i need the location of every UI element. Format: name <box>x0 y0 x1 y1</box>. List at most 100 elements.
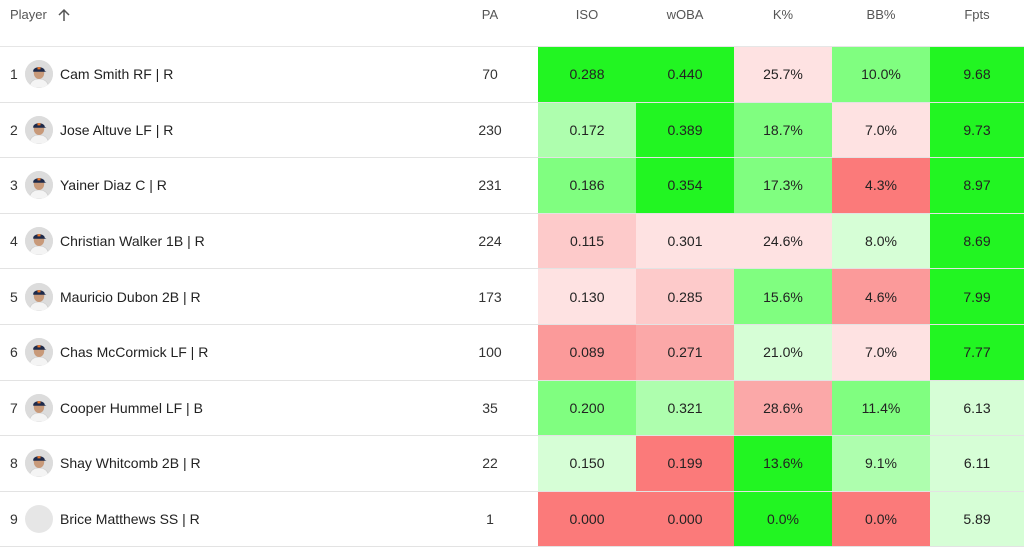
cell-bb-pct: 9.1% <box>832 436 930 491</box>
cell-bb-pct: 8.0% <box>832 213 930 269</box>
column-header-player-label: Player <box>10 7 47 22</box>
arrow-up-icon[interactable] <box>57 8 71 22</box>
table-row[interactable]: 4 Christian Walker 1B | R 224 0.115 0.301 24.… <box>0 213 1024 270</box>
player-headshot-icon <box>25 171 53 200</box>
row-rank: 3 <box>10 177 18 194</box>
cell-fpts: 7.99 <box>930 269 1024 324</box>
cell-fpts: 7.77 <box>930 325 1024 380</box>
cell-iso: 0.130 <box>538 269 636 324</box>
cell-k-pct: 0.0% <box>734 491 832 547</box>
row-rank: 6 <box>10 344 18 361</box>
cell-woba: 0.000 <box>636 491 734 547</box>
cell-pa: 231 <box>478 177 502 194</box>
player-name-link[interactable]: Chas McCormick LF | R <box>60 344 209 361</box>
table-row[interactable]: 9 Brice Matthews SS | R 1 0.000 0.000 0.0% 0.0… <box>0 491 1024 547</box>
player-headshot-icon <box>25 338 53 367</box>
cell-fpts: 9.68 <box>930 47 1024 102</box>
column-header-k-pct[interactable]: K% <box>772 7 794 22</box>
table-header: Player PA ISO wOBA K% BB% Fpts <box>0 0 1024 47</box>
row-rank: 7 <box>10 399 18 416</box>
table-row[interactable]: 6 Chas McCormick LF | R 100 0.089 0.271 21.0%… <box>0 325 1024 381</box>
player-name-link[interactable]: Cooper Hummel LF | B <box>60 399 203 416</box>
column-header-pa[interactable]: PA <box>481 7 499 22</box>
cell-k-pct: 24.6% <box>734 213 832 269</box>
player-headshot-icon <box>25 505 53 534</box>
player-name-link[interactable]: Yainer Diaz C | R <box>60 177 167 194</box>
cell-k-pct: 28.6% <box>734 380 832 436</box>
cell-fpts: 6.11 <box>930 436 1024 491</box>
cell-woba: 0.199 <box>636 436 734 491</box>
cell-pa: 22 <box>482 455 498 472</box>
player-name-link[interactable]: Brice Matthews SS | R <box>60 511 200 528</box>
cell-iso: 0.150 <box>538 436 636 491</box>
player-name-link[interactable]: Christian Walker 1B | R <box>60 233 205 250</box>
cell-iso: 0.186 <box>538 158 636 213</box>
player-headshot-icon <box>25 393 53 422</box>
column-header-iso[interactable]: ISO <box>575 7 599 22</box>
cell-fpts: 9.73 <box>930 102 1024 158</box>
row-rank: 8 <box>10 455 18 472</box>
player-name-link[interactable]: Jose Altuve LF | R <box>60 121 174 138</box>
cell-k-pct: 18.7% <box>734 102 832 158</box>
cell-bb-pct: 11.4% <box>832 380 930 436</box>
cell-k-pct: 21.0% <box>734 325 832 380</box>
cell-iso: 0.200 <box>538 380 636 436</box>
cell-bb-pct: 4.3% <box>832 158 930 213</box>
row-rank: 5 <box>10 288 18 305</box>
cell-fpts: 8.69 <box>930 213 1024 269</box>
player-name-link[interactable]: Shay Whitcomb 2B | R <box>60 455 201 472</box>
cell-bb-pct: 0.0% <box>832 491 930 547</box>
cell-pa: 1 <box>486 511 494 528</box>
table-row[interactable]: 7 Cooper Hummel LF | B 35 0.200 0.321 28.6% 11… <box>0 380 1024 437</box>
cell-woba: 0.271 <box>636 325 734 380</box>
cell-woba: 0.389 <box>636 102 734 158</box>
player-headshot-icon <box>25 449 53 478</box>
cell-iso: 0.288 <box>538 47 636 102</box>
cell-fpts: 6.13 <box>930 380 1024 436</box>
row-rank: 9 <box>10 511 18 528</box>
cell-pa: 70 <box>482 66 498 83</box>
row-rank: 4 <box>10 233 18 250</box>
player-name-link[interactable]: Mauricio Dubon 2B | R <box>60 288 201 305</box>
cell-pa: 173 <box>478 288 502 305</box>
cell-pa: 224 <box>478 233 502 250</box>
cell-k-pct: 17.3% <box>734 158 832 213</box>
cell-k-pct: 25.7% <box>734 47 832 102</box>
player-headshot-icon <box>25 60 53 89</box>
cell-woba: 0.301 <box>636 213 734 269</box>
cell-k-pct: 13.6% <box>734 436 832 491</box>
cell-woba: 0.440 <box>636 47 734 102</box>
table-row[interactable]: 3 Yainer Diaz C | R 231 0.186 0.354 17.3% 4.3%… <box>0 158 1024 214</box>
cell-fpts: 5.89 <box>930 491 1024 547</box>
cell-woba: 0.285 <box>636 269 734 324</box>
cell-iso: 0.172 <box>538 102 636 158</box>
cell-bb-pct: 10.0% <box>832 47 930 102</box>
cell-woba: 0.321 <box>636 380 734 436</box>
player-headshot-icon <box>25 282 53 311</box>
table-row[interactable]: 1 Cam Smith RF | R 70 0.288 0.440 25.7% 10.0% 9… <box>0 47 1024 103</box>
cell-pa: 35 <box>482 399 498 416</box>
column-header-player[interactable]: Player <box>10 7 71 22</box>
cell-pa: 100 <box>478 344 502 361</box>
player-name-link[interactable]: Cam Smith RF | R <box>60 66 174 83</box>
cell-iso: 0.000 <box>538 491 636 547</box>
row-rank: 1 <box>10 66 18 83</box>
player-headshot-icon <box>25 115 53 144</box>
cell-woba: 0.354 <box>636 158 734 213</box>
player-headshot-icon <box>25 227 53 256</box>
column-header-fpts[interactable]: Fpts <box>964 7 990 22</box>
table-row[interactable]: 2 Jose Altuve LF | R 230 0.172 0.389 18.7% 7.0… <box>0 102 1024 159</box>
cell-bb-pct: 7.0% <box>832 325 930 380</box>
cell-k-pct: 15.6% <box>734 269 832 324</box>
table-row[interactable]: 8 Shay Whitcomb 2B | R 22 0.150 0.199 13.6% 9.… <box>0 436 1024 492</box>
cell-iso: 0.115 <box>538 213 636 269</box>
row-rank: 2 <box>10 121 18 138</box>
cell-bb-pct: 7.0% <box>832 102 930 158</box>
cell-fpts: 8.97 <box>930 158 1024 213</box>
column-header-bb-pct[interactable]: BB% <box>866 7 896 22</box>
cell-pa: 230 <box>478 121 502 138</box>
column-header-woba[interactable]: wOBA <box>666 7 704 22</box>
table-row[interactable]: 5 Mauricio Dubon 2B | R 173 0.130 0.285 15.6%… <box>0 269 1024 325</box>
cell-bb-pct: 4.6% <box>832 269 930 324</box>
cell-iso: 0.089 <box>538 325 636 380</box>
